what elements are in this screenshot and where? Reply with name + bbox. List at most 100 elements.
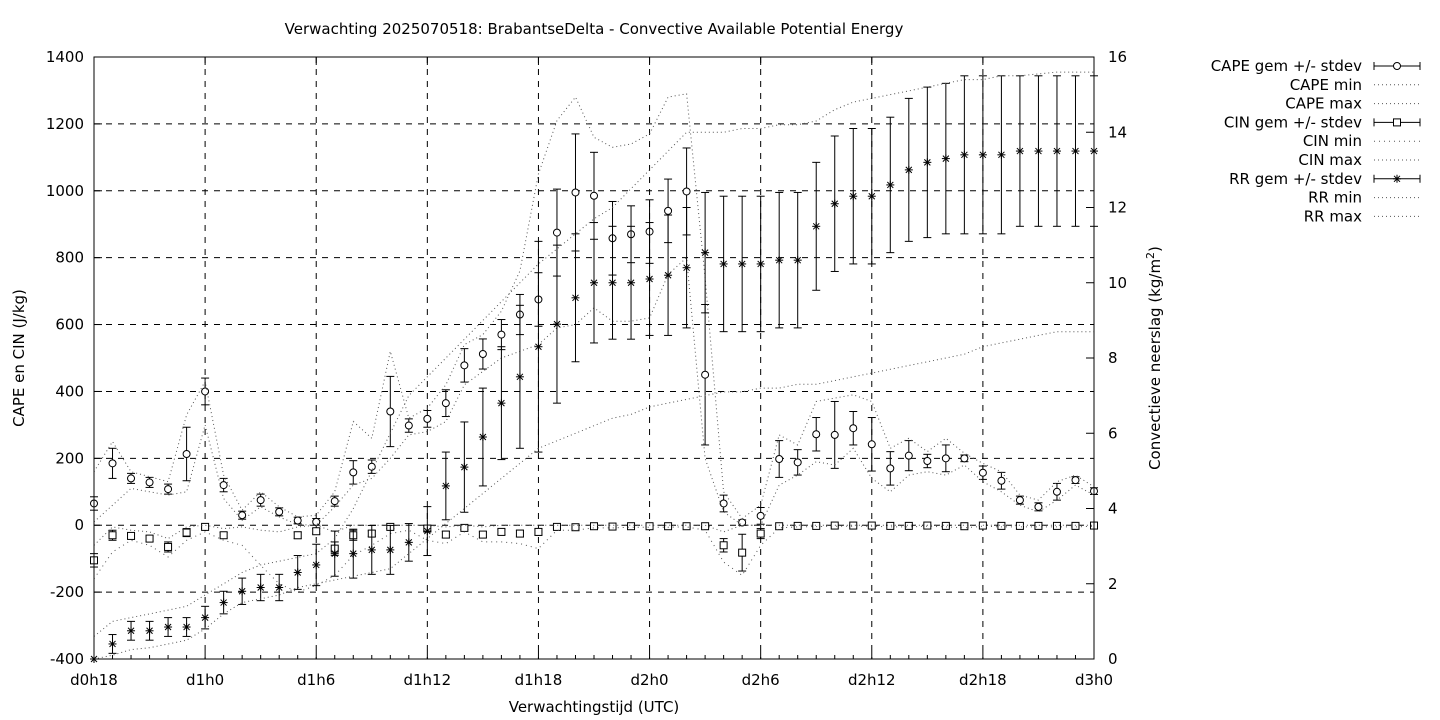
data-point — [960, 150, 969, 159]
star-stroke — [331, 550, 339, 558]
y2-axis-label-main: Convectieve neerslag (kg/m — [1146, 259, 1164, 470]
data-point — [404, 538, 413, 547]
y2-tick-label: 16 — [1108, 48, 1127, 66]
x-tick-label: d2h6 — [742, 671, 780, 689]
star-stroke — [368, 546, 376, 554]
star-stroke — [109, 640, 116, 648]
star-stroke — [386, 546, 394, 554]
data-point — [1071, 476, 1080, 485]
star-stroke — [905, 166, 913, 174]
data-point — [812, 222, 821, 231]
data-point — [867, 192, 876, 201]
star-stroke — [683, 264, 690, 272]
data-point — [312, 527, 321, 536]
data-point — [534, 527, 543, 536]
data-point — [904, 165, 913, 174]
star-stroke — [794, 256, 802, 264]
data-point — [830, 521, 839, 530]
x-axis: d0h18 d1h0 d1h6 d1h12 d1h18 d2h0 d2h6 d2h12 d2h1… — [70, 57, 1113, 689]
data-point — [719, 499, 728, 508]
data-point — [515, 529, 524, 538]
series-rr-gem-stdev — [90, 75, 1098, 663]
x-tick-label: d2h0 — [630, 671, 668, 689]
series-line — [93, 331, 1094, 660]
y2-tick-label: 0 — [1108, 650, 1118, 668]
data-point — [719, 259, 728, 268]
data-point — [145, 534, 154, 543]
star-stroke — [609, 279, 616, 287]
star-stroke — [275, 584, 283, 591]
data-point — [275, 583, 284, 592]
data-point — [201, 387, 210, 396]
series-line — [93, 71, 1094, 637]
star-stroke — [201, 614, 209, 621]
star-stroke — [146, 627, 153, 635]
data-point — [108, 639, 117, 648]
star-stroke — [812, 222, 820, 230]
star-stroke — [923, 158, 931, 166]
data-point — [645, 522, 654, 531]
series-line — [93, 524, 1094, 546]
data-point — [682, 263, 691, 272]
star-stroke — [646, 275, 653, 283]
data-point — [608, 522, 617, 531]
data-point — [997, 521, 1006, 530]
data-point — [108, 459, 117, 468]
data-point — [571, 293, 580, 302]
star-stroke — [720, 260, 727, 268]
y2-tick-label: 4 — [1108, 500, 1118, 518]
data-point — [515, 372, 524, 381]
y2-axis-label: Convectieve neerslag (kg/m2) — [1144, 246, 1164, 470]
data-point — [1015, 496, 1024, 505]
y2-tick-label: 6 — [1108, 424, 1118, 442]
star-stroke — [349, 550, 357, 558]
data-point — [978, 150, 987, 159]
star-stroke — [516, 373, 524, 381]
data-point — [756, 529, 765, 538]
y-tick-label: 600 — [55, 316, 84, 334]
y-axis-left: -400 -200 0 200 400 600 800 1000 1200 1400 — [46, 48, 102, 668]
star-stroke — [738, 260, 746, 268]
star-stroke — [127, 627, 135, 635]
series-cin-max — [93, 524, 1094, 546]
series-cin-gem-stdev — [90, 521, 1098, 572]
star-stroke — [164, 623, 172, 631]
y2-tick-label: 12 — [1108, 199, 1127, 217]
data-point — [978, 468, 987, 477]
data-point — [182, 623, 191, 632]
y-axis-label: CAPE en CIN (J/kg) — [10, 289, 28, 427]
star-stroke — [294, 569, 302, 576]
x-tick-label: d1h18 — [515, 671, 563, 689]
series-cin-min — [93, 525, 1095, 593]
data-point — [293, 516, 302, 525]
data-point — [1034, 502, 1043, 511]
x-tick-label: d2h12 — [848, 671, 896, 689]
data-point — [312, 517, 321, 526]
data-point — [256, 496, 265, 505]
legend-label: RR gem +/- stdev — [1229, 170, 1362, 188]
data-point — [1034, 521, 1043, 530]
data-point — [627, 278, 636, 287]
data-point — [1052, 521, 1061, 530]
y-axis-right: 0 2 4 6 8 10 12 14 16 — [1086, 48, 1127, 668]
data-point — [219, 598, 228, 607]
series-line — [93, 525, 1095, 593]
data-point — [441, 399, 450, 408]
star-stroke — [238, 587, 246, 595]
data-point — [1052, 487, 1061, 496]
data-point — [793, 458, 802, 467]
data-point — [664, 271, 673, 280]
data-point — [886, 464, 895, 473]
data-point — [1034, 147, 1043, 156]
legend-label: CAPE max — [1285, 95, 1362, 113]
data-point — [127, 474, 136, 483]
data-point — [423, 527, 432, 536]
star-stroke — [423, 527, 431, 535]
data-point — [941, 454, 950, 463]
data-point — [478, 433, 487, 442]
data-point — [793, 256, 802, 265]
star-stroke — [849, 192, 857, 200]
star-stroke — [479, 433, 487, 441]
